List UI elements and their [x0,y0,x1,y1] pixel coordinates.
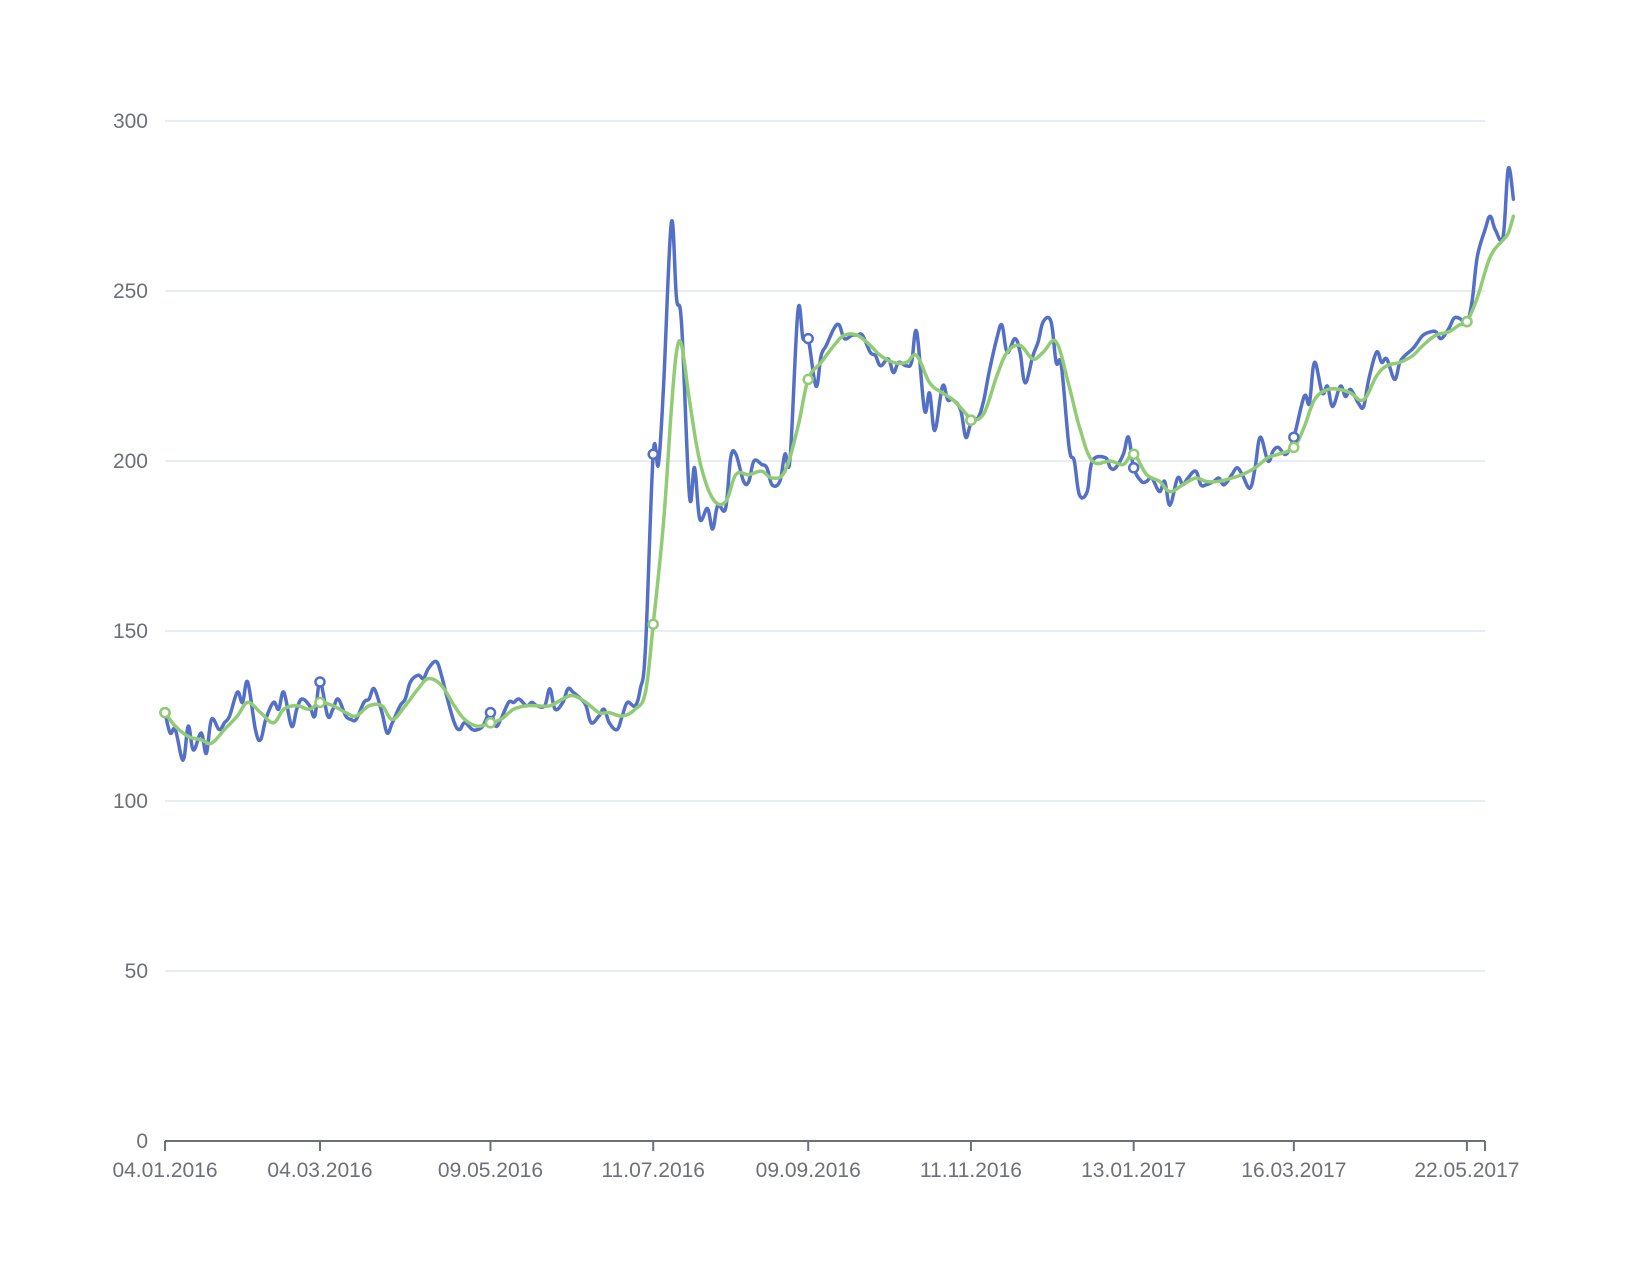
series-2-marker [1461,315,1473,328]
series-2-marker [647,618,659,630]
y-tick-label: 250 [113,280,148,303]
x-tick-label: 04.03.2016 [267,1159,372,1182]
x-tick-label: 09.05.2016 [438,1159,543,1182]
x-tick-label: 11.07.2016 [601,1159,705,1182]
series-2-marker [802,373,814,386]
grid-lines [165,120,1485,972]
series-1-marker [1288,431,1300,443]
series-1-marker [647,448,659,460]
series-1-marker [484,706,497,719]
series-2-marker [1127,448,1140,460]
y-tick-label: 100 [113,790,148,813]
series-lines [163,166,1516,762]
series-line-1 [163,166,1516,762]
y-tick-label: 300 [113,110,148,133]
y-tick-label: 0 [136,1130,148,1153]
y-axis-labels: 0 50 100 150 200 250 300 [113,110,148,1153]
series-2-marker [159,706,171,719]
x-tick-label: 09.09.2016 [756,1159,861,1182]
series-line-2 [163,214,1516,746]
series-1-marker [314,676,326,688]
series-2-marker [965,414,977,426]
series-2-marker [314,696,326,709]
x-tick-label: 04.01.2016 [112,1159,217,1182]
x-tick-label: 13.01.2017 [1081,1159,1186,1182]
series-markers [159,315,1473,729]
y-tick-label: 200 [113,450,148,473]
x-axis: 04.01.2016 04.03.2016 09.05.2016 11.07.2016… [112,1140,1519,1182]
y-tick-label: 150 [113,620,148,643]
x-tick-label: 16.03.2017 [1241,1159,1346,1182]
x-tick-label: 11.11.2016 [920,1159,1022,1182]
series-2-marker [484,717,497,729]
y-tick-label: 50 [125,960,148,983]
x-tick-label: 22.05.2017 [1414,1159,1519,1182]
series-2-marker [1288,441,1300,454]
series-1-marker [1127,462,1140,474]
series-1-marker [802,332,814,345]
